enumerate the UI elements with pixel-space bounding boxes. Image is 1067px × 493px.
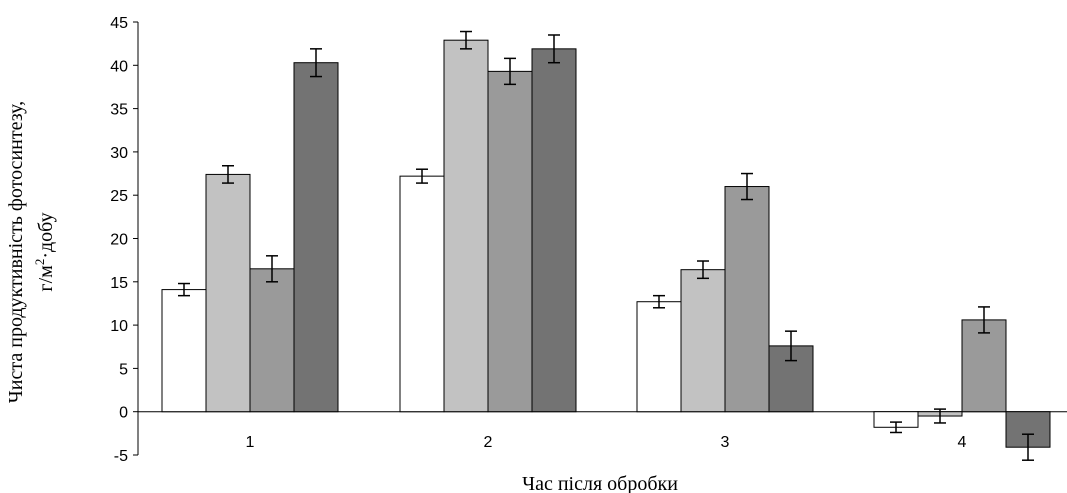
y-tick-label: 35 xyxy=(110,102,128,119)
y-tick-label: 40 xyxy=(110,58,128,75)
bar-series-2-cat-2 xyxy=(443,39,489,413)
x-axis-title: Час після обробки xyxy=(522,473,678,493)
bar-series-3-cat-4 xyxy=(961,319,1007,413)
bar-series-1-cat-2 xyxy=(399,175,445,413)
y-tick-label: 10 xyxy=(110,318,128,335)
bar-series-2-cat-1 xyxy=(205,173,251,413)
bar-series-1-cat-3 xyxy=(636,301,682,413)
bar-series-3-cat-1 xyxy=(249,268,295,413)
bar-series-2-cat-3 xyxy=(680,269,726,413)
bar-series-1-cat-1 xyxy=(161,289,207,413)
y-axis-title-line1: Чиста продуктивність фотосинтезу, xyxy=(5,101,27,403)
x-tick-label: 2 xyxy=(484,434,493,451)
bar-series-3-cat-2 xyxy=(487,70,533,413)
y-tick-label: 25 xyxy=(110,188,128,205)
plot-area: -5 0 5 10 15 20 25 30 35 40 45 1 2 3 4 xyxy=(110,15,1067,465)
y-axis-title-line2: г/м2·добу xyxy=(32,212,57,291)
bar-series-3-cat-3 xyxy=(724,186,770,413)
bar-series-4-cat-1 xyxy=(293,62,339,413)
y-tick-label: 45 xyxy=(110,15,128,32)
x-tick-label: 3 xyxy=(721,434,730,451)
bar-series-4-cat-2 xyxy=(531,48,577,413)
x-tick-label: 4 xyxy=(958,434,967,451)
x-tick-label: 1 xyxy=(246,434,255,451)
y-tick-label: 30 xyxy=(110,145,128,162)
y-tick-label: -5 xyxy=(114,448,128,465)
y-axis-title: Чиста продуктивність фотосинтезу, г/м2·д… xyxy=(5,101,57,403)
y-tick-label: 20 xyxy=(110,232,128,249)
y-tick-label: 15 xyxy=(110,275,128,292)
y-tick-label: 5 xyxy=(119,361,128,378)
y-tick-label: 0 xyxy=(119,405,128,422)
